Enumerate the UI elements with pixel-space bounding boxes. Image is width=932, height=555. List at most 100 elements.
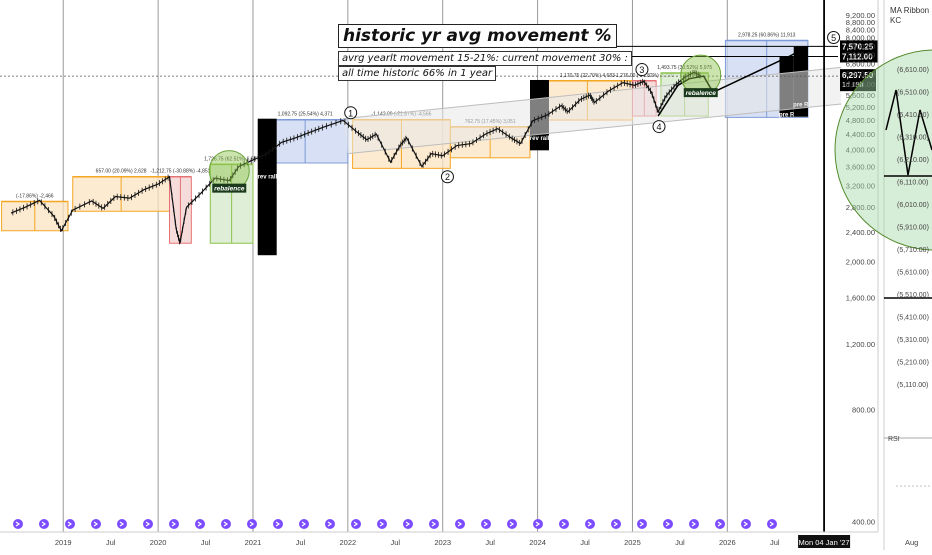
rebalance-label-bg bbox=[683, 88, 718, 98]
wave-marker bbox=[635, 63, 649, 77]
level-tag-bg bbox=[840, 40, 878, 53]
range-box-label: 657.00 (20.09%) 2,628 bbox=[96, 169, 147, 175]
time-tick-label: 2019 bbox=[55, 538, 72, 547]
time-tick-label: 2023 bbox=[434, 538, 451, 547]
price-tick-label: 2,800.00 bbox=[846, 203, 875, 212]
wave-label: 5 bbox=[831, 33, 836, 43]
event-marker-arrow bbox=[483, 521, 489, 527]
range-box-label: 1,493.75 (30.52%) 5,975 bbox=[657, 65, 712, 71]
event-marker-arrow bbox=[535, 521, 541, 527]
note-historic-movement: all time historic 66% in 1 year bbox=[338, 66, 497, 81]
side-panel-x-label: Aug bbox=[905, 538, 918, 547]
range-box-label: 2,978.25 (60.86%) 11,913 bbox=[738, 33, 796, 39]
countdown-label: 1d 19h bbox=[842, 82, 864, 89]
time-tick-label: 2026 bbox=[719, 538, 736, 547]
event-marker-arrow bbox=[613, 521, 619, 527]
event-marker-arrow bbox=[301, 521, 307, 527]
level-tag-label: 7,570.25 bbox=[842, 42, 874, 51]
ma-ribbon-label: MA Ribbon bbox=[890, 6, 930, 15]
event-marker-arrow bbox=[327, 521, 333, 527]
event-marker-arrow bbox=[93, 521, 99, 527]
event-marker-arrow bbox=[171, 521, 177, 527]
wave-marker bbox=[652, 120, 666, 134]
price-tick-label: 400.00 bbox=[852, 518, 875, 527]
ribbon-value-label: (5,410.00) bbox=[897, 315, 929, 322]
ribbon-value-label: (5,710.00) bbox=[897, 247, 929, 254]
ribbon-value-label: (6,510.00) bbox=[897, 90, 929, 97]
event-marker-arrow bbox=[353, 521, 359, 527]
range-box-label: 1,092.75 (25.54%) 4,371 bbox=[278, 112, 333, 118]
time-tick-label: 2025 bbox=[624, 538, 641, 547]
price-tick-label: 8,400.00 bbox=[846, 26, 875, 35]
ribbon-value-label: (6,010.00) bbox=[897, 202, 929, 209]
chart-annotations: rebalence rebalence 1 2 3 4 5 bbox=[208, 0, 841, 532]
wave-label: 3 bbox=[639, 65, 644, 75]
channel-top-line bbox=[343, 66, 842, 120]
current-price-label: 6,297.50 bbox=[842, 71, 874, 80]
side-panel-ribbon-circle bbox=[834, 49, 932, 251]
price-tick-label: 6,400.00 bbox=[846, 70, 875, 79]
note-average-movement: avrg yearlt movement 15-21%: current mov… bbox=[338, 51, 632, 66]
wave-marker bbox=[344, 106, 358, 120]
ribbon-value-label: (5,610.00) bbox=[897, 270, 929, 277]
black-box bbox=[257, 118, 277, 256]
chart-title: historic yr avg movement % bbox=[338, 24, 617, 48]
range-box-label: 1,726.75 (62.51%) 6,907 bbox=[204, 156, 259, 162]
ribbon-value-label: (6,310.00) bbox=[897, 135, 929, 142]
wave-marker bbox=[827, 30, 841, 44]
ribbon-value-label: (6,210.00) bbox=[897, 157, 929, 164]
price-tick-label: 8,000.00 bbox=[846, 33, 875, 42]
kc-label: KC bbox=[890, 16, 902, 25]
rebalance-label: rebalence bbox=[686, 90, 717, 97]
side-panel-bg bbox=[884, 0, 932, 550]
price-tick-label: 2,000.00 bbox=[846, 258, 875, 267]
event-marker-arrow bbox=[15, 521, 21, 527]
price-tick-label: 4,000.00 bbox=[846, 146, 875, 155]
ribbon-value-label: (5,510.00) bbox=[897, 292, 929, 299]
time-tick-label: Jul bbox=[106, 538, 116, 547]
price-axis: 400.00 800.00 1,200.00 1,600.00 2,000.00 2,40… bbox=[846, 0, 879, 550]
price-tick-label: 5,200.00 bbox=[846, 103, 875, 112]
event-marker-arrow bbox=[223, 521, 229, 527]
ribbon-value-label: (5,210.00) bbox=[897, 360, 929, 367]
event-marker-arrow bbox=[509, 521, 515, 527]
date-tag-bg bbox=[798, 535, 851, 548]
side-panel: (6,610.00) (6,510.00) (6,410.00) (6,310.00)… bbox=[834, 0, 932, 550]
side-panel-projection bbox=[885, 89, 932, 176]
event-marker-arrow bbox=[379, 521, 385, 527]
price-tick-label: 9,200.00 bbox=[846, 11, 875, 20]
wave-marker bbox=[440, 170, 454, 184]
black-box-label: prev rally bbox=[526, 136, 553, 142]
price-tick-label: 6,800.00 bbox=[846, 60, 875, 69]
event-marker-arrow bbox=[769, 521, 775, 527]
rebalance-label: rebalence bbox=[214, 186, 245, 193]
price-tick-label: 800.00 bbox=[852, 406, 875, 415]
wave-label: 1 bbox=[348, 108, 353, 118]
wave-label: 2 bbox=[445, 172, 450, 182]
event-marker-arrow bbox=[67, 521, 73, 527]
time-tick-label: 2021 bbox=[245, 538, 262, 547]
event-marker-arrow bbox=[249, 521, 255, 527]
event-marker-arrow bbox=[275, 521, 281, 527]
ribbon-value-label: (5,110.00) bbox=[897, 382, 928, 389]
time-tick-label: 2022 bbox=[340, 538, 357, 547]
time-tick-label: Jul bbox=[770, 538, 780, 547]
range-box-label: 1,170.75 (22.70%) 4,683 bbox=[560, 73, 615, 79]
price-tick-label: 1,200.00 bbox=[846, 340, 875, 349]
event-marker-arrow bbox=[665, 521, 671, 527]
time-tick-label: Jul bbox=[580, 538, 590, 547]
price-levels: 7,570.257,112.00 6,297.50 1d 19h bbox=[0, 40, 878, 92]
price-tick-label: 7,600.00 bbox=[846, 42, 875, 51]
price-tick-label: 3,600.00 bbox=[846, 163, 875, 172]
price-tick-label: 2,400.00 bbox=[846, 228, 875, 237]
event-marker-arrow bbox=[405, 521, 411, 527]
projection-path bbox=[657, 45, 809, 117]
event-marker-arrow bbox=[691, 521, 697, 527]
price-tick-label: 5,600.00 bbox=[846, 91, 875, 100]
price-tick-label: 7,200.00 bbox=[846, 51, 875, 60]
rebalance-label-bg bbox=[212, 183, 247, 193]
time-tick-label: Jul bbox=[675, 538, 685, 547]
ribbon-value-label: (6,110.00) bbox=[897, 180, 928, 187]
